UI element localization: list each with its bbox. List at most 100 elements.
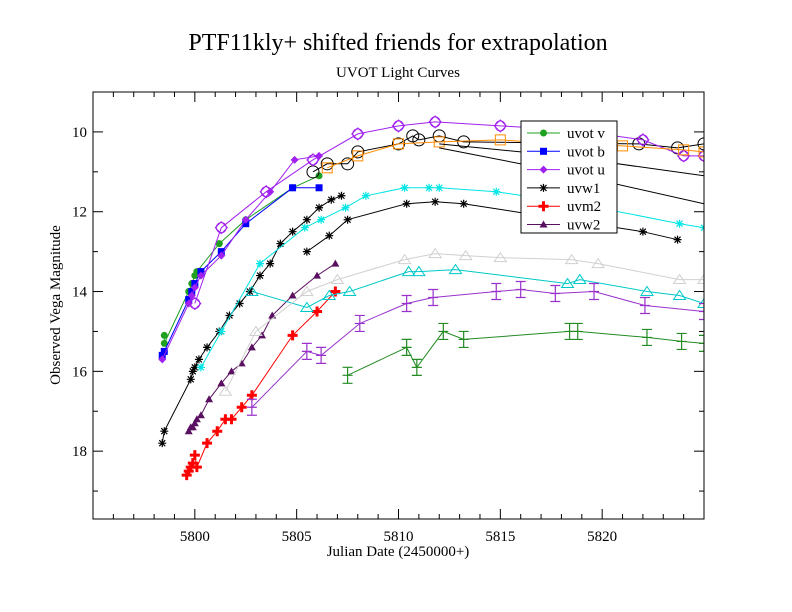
x-tick-label: 5805 bbox=[282, 529, 312, 545]
data-point-13-4 bbox=[401, 294, 412, 313]
legend-box bbox=[520, 120, 618, 234]
data-point-11-7 bbox=[560, 277, 575, 289]
data-point-4-13 bbox=[312, 306, 323, 317]
data-point-7-5 bbox=[391, 119, 406, 133]
series-8 bbox=[321, 134, 704, 174]
series-line-10 bbox=[306, 201, 678, 253]
series-1 bbox=[158, 184, 323, 359]
data-point-11-6 bbox=[448, 263, 463, 275]
data-point-14-5 bbox=[564, 322, 575, 341]
series-line-12 bbox=[224, 253, 704, 392]
chart-subtitle: UVOT Light Curves bbox=[336, 65, 460, 81]
series-0 bbox=[160, 172, 323, 347]
data-point-12-7 bbox=[493, 251, 508, 263]
data-point-13-8 bbox=[550, 284, 561, 303]
y-tick-label: 12 bbox=[72, 205, 87, 221]
x-tick-label: 5810 bbox=[384, 529, 414, 545]
data-point-8-3 bbox=[433, 136, 445, 148]
data-point-4-10 bbox=[236, 402, 247, 413]
data-point-14-6 bbox=[572, 322, 583, 341]
series-line-7 bbox=[194, 121, 704, 304]
data-point-11-8 bbox=[572, 273, 587, 285]
data-point-7-7 bbox=[493, 119, 508, 133]
data-point-10-3 bbox=[402, 199, 411, 208]
data-point-5-5 bbox=[196, 411, 205, 419]
data-point-3-1 bbox=[160, 427, 169, 436]
series-13 bbox=[246, 280, 704, 416]
data-point-13-1 bbox=[301, 342, 312, 360]
y-tick-label: 18 bbox=[72, 444, 87, 460]
data-point-11-3 bbox=[342, 285, 357, 297]
data-point-7-4 bbox=[351, 127, 365, 141]
legend-label: uvot b bbox=[567, 144, 605, 160]
legend-label: uvm2 bbox=[567, 199, 601, 215]
legend-swatch-marker bbox=[540, 129, 547, 137]
data-point-0-6 bbox=[215, 240, 223, 248]
data-point-7-1 bbox=[214, 220, 229, 235]
data-point-5-9 bbox=[237, 359, 246, 367]
data-point-12-3 bbox=[330, 273, 345, 285]
x-tick-label: 5800 bbox=[180, 529, 210, 545]
data-point-5-13 bbox=[288, 291, 297, 299]
data-point-7-0 bbox=[188, 296, 202, 311]
data-point-10-0 bbox=[302, 247, 311, 256]
data-point-9-4 bbox=[317, 215, 326, 224]
series-line-2 bbox=[161, 155, 320, 360]
data-point-5-8 bbox=[227, 367, 236, 375]
series-line-11 bbox=[251, 269, 704, 309]
series-line-4 bbox=[186, 291, 336, 476]
data-point-2-8 bbox=[290, 155, 299, 164]
data-point-5-4 bbox=[192, 415, 201, 423]
data-point-14-7 bbox=[641, 328, 652, 347]
data-point-14-4 bbox=[458, 330, 469, 349]
data-point-12-1 bbox=[248, 325, 263, 336]
data-point-12-2 bbox=[299, 285, 314, 297]
legend-swatch-marker bbox=[540, 147, 547, 155]
legend-label: uvot u bbox=[567, 163, 605, 179]
data-point-3-12 bbox=[266, 259, 275, 268]
legend-swatch-marker bbox=[539, 220, 548, 228]
series-4 bbox=[181, 286, 341, 481]
data-point-3-2 bbox=[186, 375, 195, 384]
legend-item-2: uvot u bbox=[527, 163, 605, 179]
data-point-9-2 bbox=[256, 259, 265, 268]
y-axis-label: Observed Vega Magnitude bbox=[48, 225, 64, 385]
data-point-0-1 bbox=[160, 339, 168, 347]
series-6 bbox=[306, 129, 704, 179]
series-9 bbox=[196, 183, 704, 372]
data-point-2-5 bbox=[217, 251, 226, 260]
data-point-6-6 bbox=[412, 133, 426, 147]
data-point-1-8 bbox=[289, 184, 297, 192]
data-point-12-10 bbox=[672, 273, 687, 285]
series-line-1 bbox=[161, 187, 320, 356]
data-point-8-6 bbox=[617, 140, 629, 152]
data-point-4-5 bbox=[191, 462, 202, 473]
chart-title: PTF11kly+ shifted friends for extrapolat… bbox=[188, 30, 607, 56]
series-line-9 bbox=[200, 187, 704, 368]
data-point-14-8 bbox=[676, 332, 687, 351]
series-11 bbox=[244, 263, 704, 312]
data-point-2-6 bbox=[241, 215, 250, 224]
data-point-11-5 bbox=[411, 265, 426, 277]
data-point-11-0 bbox=[244, 285, 259, 297]
legend-swatch-marker bbox=[539, 183, 548, 192]
series-5 bbox=[184, 259, 340, 435]
data-point-3-0 bbox=[158, 439, 167, 448]
data-point-8-4 bbox=[494, 134, 506, 146]
data-point-6-8 bbox=[457, 135, 471, 149]
data-point-6-0 bbox=[306, 165, 320, 179]
data-point-4-7 bbox=[212, 426, 223, 437]
data-point-3-6 bbox=[203, 343, 212, 352]
data-point-10-6 bbox=[638, 227, 647, 236]
legend-swatch-marker bbox=[539, 165, 548, 174]
data-point-5-0 bbox=[184, 427, 193, 435]
data-point-12-8 bbox=[564, 253, 579, 265]
data-point-3-11 bbox=[256, 271, 265, 280]
legend: uvot v uvot b uvot u uvw1 uvm2 uvw2 bbox=[520, 120, 618, 234]
data-point-3-8 bbox=[225, 311, 234, 320]
data-point-9-6 bbox=[361, 191, 370, 200]
data-point-1-1 bbox=[160, 347, 168, 355]
data-point-11-1 bbox=[299, 301, 314, 312]
data-point-8-8 bbox=[698, 146, 704, 158]
